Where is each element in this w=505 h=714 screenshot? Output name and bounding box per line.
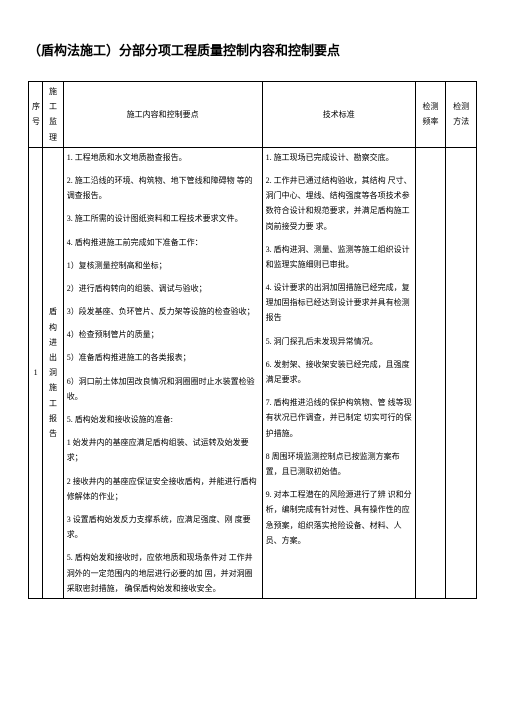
header-freq: 检测 频率	[415, 82, 446, 148]
content-line: 2 接收井内的基座应保证安全接收盾构，并能进行盾构修解体的作业；	[67, 474, 259, 504]
main-table: 序号 施工 监理 施工内容和控制要点 技术标准 检测 频率 检测 方法 1 盾构…	[28, 81, 477, 599]
content-line: 2）进行盾构转向的组装、调试与验收；	[67, 281, 259, 296]
content-line: 5）准备盾构推进施工的各类报表；	[67, 350, 259, 365]
header-proc: 施工 监理	[43, 82, 63, 148]
content-line: 1）复核测量控制高和坐标；	[67, 258, 259, 273]
standard-line: 9. 对本工程潜在的风险源进行了辨 识和分析，编制完成有针对性、具有操作性的应急…	[266, 487, 412, 548]
standard-line: 4. 设计要求的出洞加固措施已经完成，复理加固指标已经达到设计要求并具有检测报告	[266, 280, 412, 326]
standard-line: 6. 发射架、接收架安装已经完成，且强度满足要求。	[266, 357, 412, 387]
content-line: 4）检查预制管片的质量；	[67, 327, 259, 342]
content-line: 3 设置盾构始发反力支撑系统，应满足强度、刚 度要求。	[67, 512, 259, 542]
cell-method	[446, 147, 477, 598]
cell-seq: 1	[29, 147, 43, 598]
header-content: 施工内容和控制要点	[63, 82, 262, 148]
content-line: 6）洞口前土体加固改良情况和洞圈圈时止水装置检验收。	[67, 374, 259, 404]
header-method: 检测 方法	[446, 82, 477, 148]
standard-line: 8 周围环境监测控制点已按监测方案布置，且已测取初始值。	[266, 449, 412, 479]
content-line: 1 始发井内的基座应满足盾构组装、试运转及始发要求；	[67, 435, 259, 465]
page-title: （盾构法施工）分部分项工程质量控制内容和控制要点	[28, 40, 477, 59]
content-line: 5. 盾构始发和接收时，应依地质和现场条件对 工作井洞外的一定范围内的地层进行必…	[67, 550, 259, 596]
standard-line: 1. 施工现场已完成设计、勘察交底。	[266, 150, 412, 165]
content-line: 4. 盾构推进施工前完成如下准备工作：	[67, 235, 259, 250]
content-line: 3. 施工所需的设计图纸资料和工程技术要求文件。	[67, 211, 259, 226]
header-seq: 序号	[29, 82, 43, 148]
standard-line: 2. 工作井已通过结构验收，其结构 尺寸、洞门中心、埋线、结构强度等各项技术参数…	[266, 173, 412, 234]
content-line: 5. 盾构始发和接收设施的准备:	[67, 412, 259, 427]
standard-line: 5. 洞门探孔后未发现异常情况。	[266, 334, 412, 349]
content-line: 2. 施工沿线的环境、构筑物、地下管线和障碍物 等的调查报告。	[67, 173, 259, 203]
header-row: 序号 施工 监理 施工内容和控制要点 技术标准 检测 频率 检测 方法	[29, 82, 477, 148]
header-standard: 技术标准	[262, 82, 415, 148]
cell-standard: 1. 施工现场已完成设计、勘察交底。 2. 工作井已通过结构验收，其结构 尺寸、洞…	[262, 147, 415, 598]
content-line: 1. 工程地质和水文地质勘查报告。	[67, 150, 259, 165]
content-line: 3）段发基座、负环管片、反力架等设施的检查验收；	[67, 304, 259, 319]
cell-freq	[415, 147, 446, 598]
standard-line: 3. 盾构进洞、测量、监测等施工组织设计和监理实施细则已审批。	[266, 242, 412, 272]
cell-proc: 盾构 进出 洞施 工报 告	[43, 147, 63, 598]
cell-content: 1. 工程地质和水文地质勘查报告。 2. 施工沿线的环境、构筑物、地下管线和障碍物…	[63, 147, 262, 598]
table-row: 1 盾构 进出 洞施 工报 告 1. 工程地质和水文地质勘查报告。 2. 施工沿线…	[29, 147, 477, 598]
standard-line: 7. 盾构推进沿线的保护构筑物、管 线等现有状况已作调查，并已制定 切实可行的保…	[266, 395, 412, 441]
